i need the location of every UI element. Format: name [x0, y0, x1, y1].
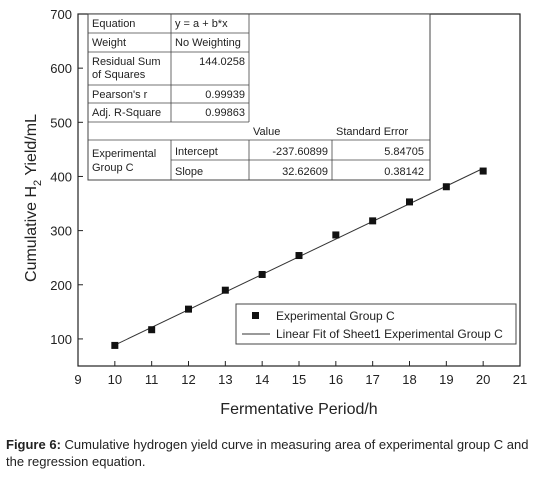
y-axis-label-subscript: 2: [32, 180, 44, 186]
table-param-value: 32.62609: [282, 166, 328, 178]
table-label: Adj. R-Square: [92, 107, 161, 119]
figure-caption: Figure 6: Cumulative hydrogen yield curv…: [6, 436, 542, 470]
table-group-label: Group C: [92, 162, 134, 174]
data-point: [369, 217, 377, 225]
legend-box: [235, 303, 517, 345]
x-tick-label: 16: [329, 372, 343, 387]
data-point: [185, 305, 192, 313]
y-axis-label: Cumulative H2 Yield/mL: [23, 114, 44, 282]
table-value: 0.99939: [205, 89, 245, 101]
y-tick-label: 500: [50, 115, 72, 130]
y-axis-label-tail: Yield/mL: [23, 114, 40, 180]
data-points-layer: [111, 167, 487, 349]
y-axis-label-main: Cumulative H: [23, 186, 40, 282]
y-tick-label: 400: [50, 169, 72, 184]
legend: Experimental Group C Linear Fit of Sheet1…: [235, 303, 517, 345]
x-tick-label: 10: [108, 372, 122, 387]
table-group-label: Experimental: [92, 148, 156, 160]
y-tick-label: 700: [50, 7, 72, 22]
data-point: [148, 326, 156, 334]
x-tick-label: 18: [402, 372, 416, 387]
table-param-value: -237.60899: [272, 146, 328, 158]
table-value: 0.99863: [205, 107, 245, 119]
table-label: Equation: [92, 18, 135, 30]
y-tick-label: 300: [50, 224, 72, 239]
chart: 9 10 11 12 13 14 15 16 17 18 19 20 21 100 200 300 400 500…: [23, 7, 527, 418]
table-param-name: Intercept: [175, 146, 218, 158]
data-point: [442, 183, 450, 191]
data-point: [295, 252, 303, 260]
table-header: Value: [253, 126, 280, 138]
data-point: [332, 231, 340, 239]
data-point: [221, 286, 229, 294]
axes: 9 10 11 12 13 14 15 16 17 18 19 20 21 100 200 300 400 500…: [23, 7, 527, 418]
table-param-error: 0.38142: [384, 166, 424, 178]
x-axis-label: Fermentative Period/h: [220, 401, 377, 418]
x-tick-label: 15: [292, 372, 306, 387]
table-border: [87, 13, 431, 181]
table-value: No Weighting: [175, 37, 241, 49]
x-tick-label: 11: [145, 372, 159, 387]
legend-label: Experimental Group C: [276, 309, 395, 323]
table-label: Residual Sum: [92, 56, 160, 68]
x-tick-label: 12: [181, 372, 195, 387]
y-tick-label: 600: [50, 61, 72, 76]
table-value: 144.0258: [199, 56, 245, 68]
x-tick-label: 19: [439, 372, 453, 387]
legend-marker-square: [252, 312, 259, 319]
x-tick-label: 21: [513, 372, 527, 387]
x-tick-label: 14: [255, 372, 269, 387]
x-tick-label: 17: [365, 372, 379, 387]
data-point: [258, 270, 266, 278]
caption-text: Cumulative hydrogen yield curve in measu…: [6, 437, 529, 469]
x-tick-label: 20: [476, 372, 490, 387]
data-point: [406, 198, 413, 206]
y-tick-label: 100: [50, 332, 72, 347]
data-point: [479, 167, 487, 175]
table-header: Standard Error: [336, 126, 408, 138]
y-tick-label: 200: [50, 278, 72, 293]
x-tick-label: 9: [74, 372, 81, 387]
table-value: y = a + b*x: [175, 18, 228, 30]
x-tick-label: 13: [218, 372, 232, 387]
caption-label: Figure 6:: [6, 437, 61, 452]
table-label: Pearson's r: [92, 89, 148, 101]
data-point: [111, 341, 119, 349]
legend-label: Linear Fit of Sheet1 Experimental Group …: [276, 327, 503, 341]
table-label: Weight: [92, 37, 126, 49]
table-param-error: 5.84705: [384, 146, 424, 158]
fit-results-table: Equation y = a + b*x Weight No Weighting Res…: [87, 13, 431, 181]
table-param-name: Slope: [175, 166, 203, 178]
table-label: of Squares: [92, 69, 146, 81]
